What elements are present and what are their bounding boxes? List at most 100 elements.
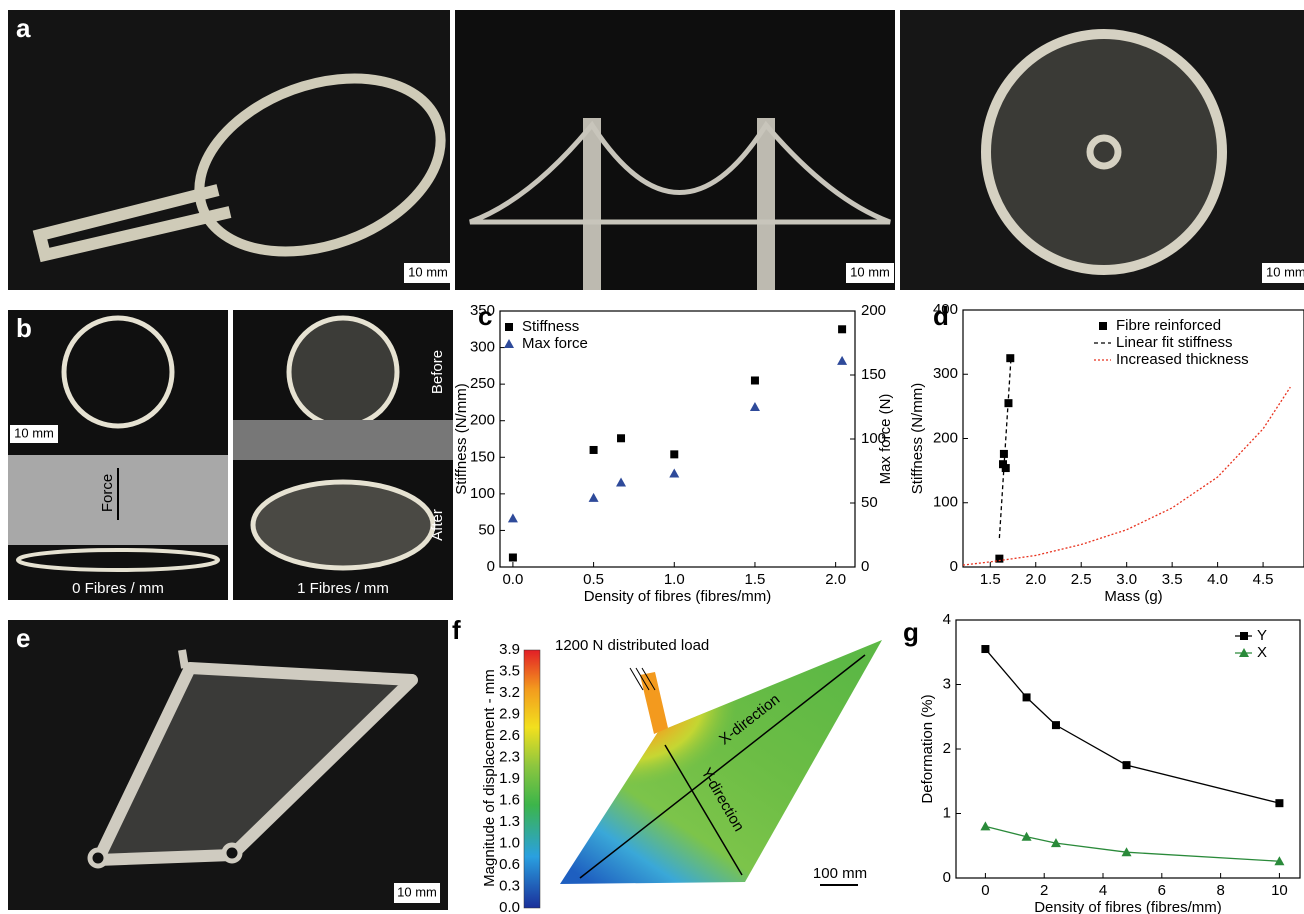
colorbar-tick-label: 3.9 — [499, 641, 520, 658]
series-line — [963, 387, 1290, 565]
photo-a: 10 mm 10 mm 10 mm a — [8, 10, 1304, 290]
y-tick-label: 250 — [470, 375, 495, 392]
colorbar-tick-label: 0.0 — [499, 899, 520, 914]
force-label: Force — [99, 474, 116, 512]
after-label: After — [429, 509, 446, 541]
y-axis-label: Deformation (%) — [919, 694, 936, 803]
y2-tick-label: 0 — [861, 558, 869, 575]
plot-frame — [956, 620, 1300, 878]
marker — [1023, 693, 1031, 701]
colorbar-tick-label: 3.2 — [499, 684, 520, 701]
y-tick-label: 1 — [943, 804, 951, 821]
colorbar-tick-label: 2.6 — [499, 727, 520, 744]
colorbar-tick-label: 3.5 — [499, 662, 520, 679]
marker — [981, 645, 989, 653]
photo-e: 10 mm e — [8, 620, 448, 910]
x-axis-label: Mass (g) — [1104, 588, 1162, 605]
legend-label: Linear fit stiffness — [1116, 334, 1232, 351]
legend-label: Increased thickness — [1116, 351, 1249, 368]
marker — [509, 553, 517, 561]
caption: 1 Fibres / mm — [297, 580, 389, 597]
x-tick-label: 2.5 — [1071, 571, 1092, 588]
marker — [838, 325, 846, 333]
y-tick-label: 400 — [933, 301, 958, 318]
colorbar-tick-label: 1.3 — [499, 813, 520, 830]
y-tick-label: 300 — [470, 339, 495, 356]
marker — [669, 469, 679, 478]
scale-bar-label: 10 mm — [1266, 264, 1304, 279]
x-tick-label: 0 — [981, 882, 989, 899]
photo-b: 10 mm Force Before After 0 Fibres / mm 1… — [8, 310, 453, 600]
x-axis-label: Density of fibres (fibres/mm) — [584, 588, 772, 605]
x-tick-label: 4.0 — [1207, 571, 1228, 588]
load-label: 1200 N distributed load — [555, 637, 709, 654]
x-tick-label: 1.0 — [664, 571, 685, 588]
marker — [508, 513, 518, 522]
legend-marker — [505, 323, 513, 331]
x-tick-label: 4 — [1099, 882, 1107, 899]
x-tick-label: 1.5 — [980, 571, 1001, 588]
scale-bar-label: 10 mm — [14, 425, 54, 440]
scale-bar-label: 10 mm — [850, 264, 890, 279]
y-tick-label: 0 — [487, 558, 495, 575]
legend-label: Fibre reinforced — [1116, 317, 1221, 334]
colorbar-tick-label: 1.9 — [499, 770, 520, 787]
x-tick-label: 3.0 — [1116, 571, 1137, 588]
y-tick-label: 3 — [943, 675, 951, 692]
before-label: Before — [429, 350, 446, 394]
y-tick-label: 100 — [470, 485, 495, 502]
x-tick-label: 1.5 — [745, 571, 766, 588]
colorbar-tick-label: 1.6 — [499, 791, 520, 808]
panel-letter: f — [452, 615, 461, 645]
marker — [1123, 761, 1131, 769]
x-tick-label: 8 — [1216, 882, 1224, 899]
x-tick-label: 2.0 — [825, 571, 846, 588]
scale-bar-label: 10 mm — [408, 264, 448, 279]
y-tick-label: 150 — [470, 448, 495, 465]
x-axis-label: Density of fibres (fibres/mm) — [1034, 899, 1222, 914]
colorbar-tick-label: 0.6 — [499, 856, 520, 873]
scale-bar-label: 100 mm — [813, 865, 867, 882]
legend-label: Stiffness — [522, 318, 579, 335]
colorbar-tick-label: 0.3 — [499, 877, 520, 894]
legend-marker — [1240, 632, 1248, 640]
panel-letter: a — [16, 13, 31, 43]
legend-label: Max force — [522, 335, 588, 352]
y-axis-label: Stiffness (N/mm) — [909, 383, 926, 494]
marker — [617, 434, 625, 442]
y2-tick-label: 150 — [861, 366, 886, 383]
panel-letter: b — [16, 313, 32, 343]
y-tick-label: 100 — [933, 494, 958, 511]
marker — [751, 376, 759, 384]
y-tick-label: 0 — [950, 558, 958, 575]
legend-label: Y — [1257, 627, 1267, 644]
marker — [670, 450, 678, 458]
x-tick-label: 6 — [1158, 882, 1166, 899]
marker — [589, 493, 599, 502]
y2-tick-label: 200 — [861, 302, 886, 319]
series-line — [999, 355, 1011, 538]
marker — [1052, 721, 1060, 729]
x-tick-label: 10 — [1271, 882, 1288, 899]
marker — [590, 446, 598, 454]
colorbar-label: Magnitude of displacement - mm — [481, 669, 498, 887]
panel-letter: g — [903, 617, 919, 647]
x-tick-label: 0.5 — [583, 571, 604, 588]
legend-marker — [1099, 322, 1107, 330]
y2-axis-label: Max force (N) — [877, 394, 894, 485]
figure: 10 mm 10 mm 10 mm a 10 mm Force Before A… — [0, 0, 1304, 914]
y-tick-label: 4 — [943, 611, 951, 628]
marker — [750, 402, 760, 411]
marker — [616, 478, 626, 487]
marker — [837, 356, 847, 365]
legend-marker — [504, 339, 514, 348]
panel-letter: e — [16, 623, 30, 653]
series-line — [985, 649, 1279, 803]
x-tick-label: 3.5 — [1162, 571, 1183, 588]
x-tick-label: 4.5 — [1253, 571, 1274, 588]
caption: 0 Fibres / mm — [72, 580, 164, 597]
x-tick-label: 2 — [1040, 882, 1048, 899]
scale-bar-label: 10 mm — [397, 884, 437, 899]
series-line — [985, 826, 1279, 861]
y-tick-label: 50 — [478, 521, 495, 538]
